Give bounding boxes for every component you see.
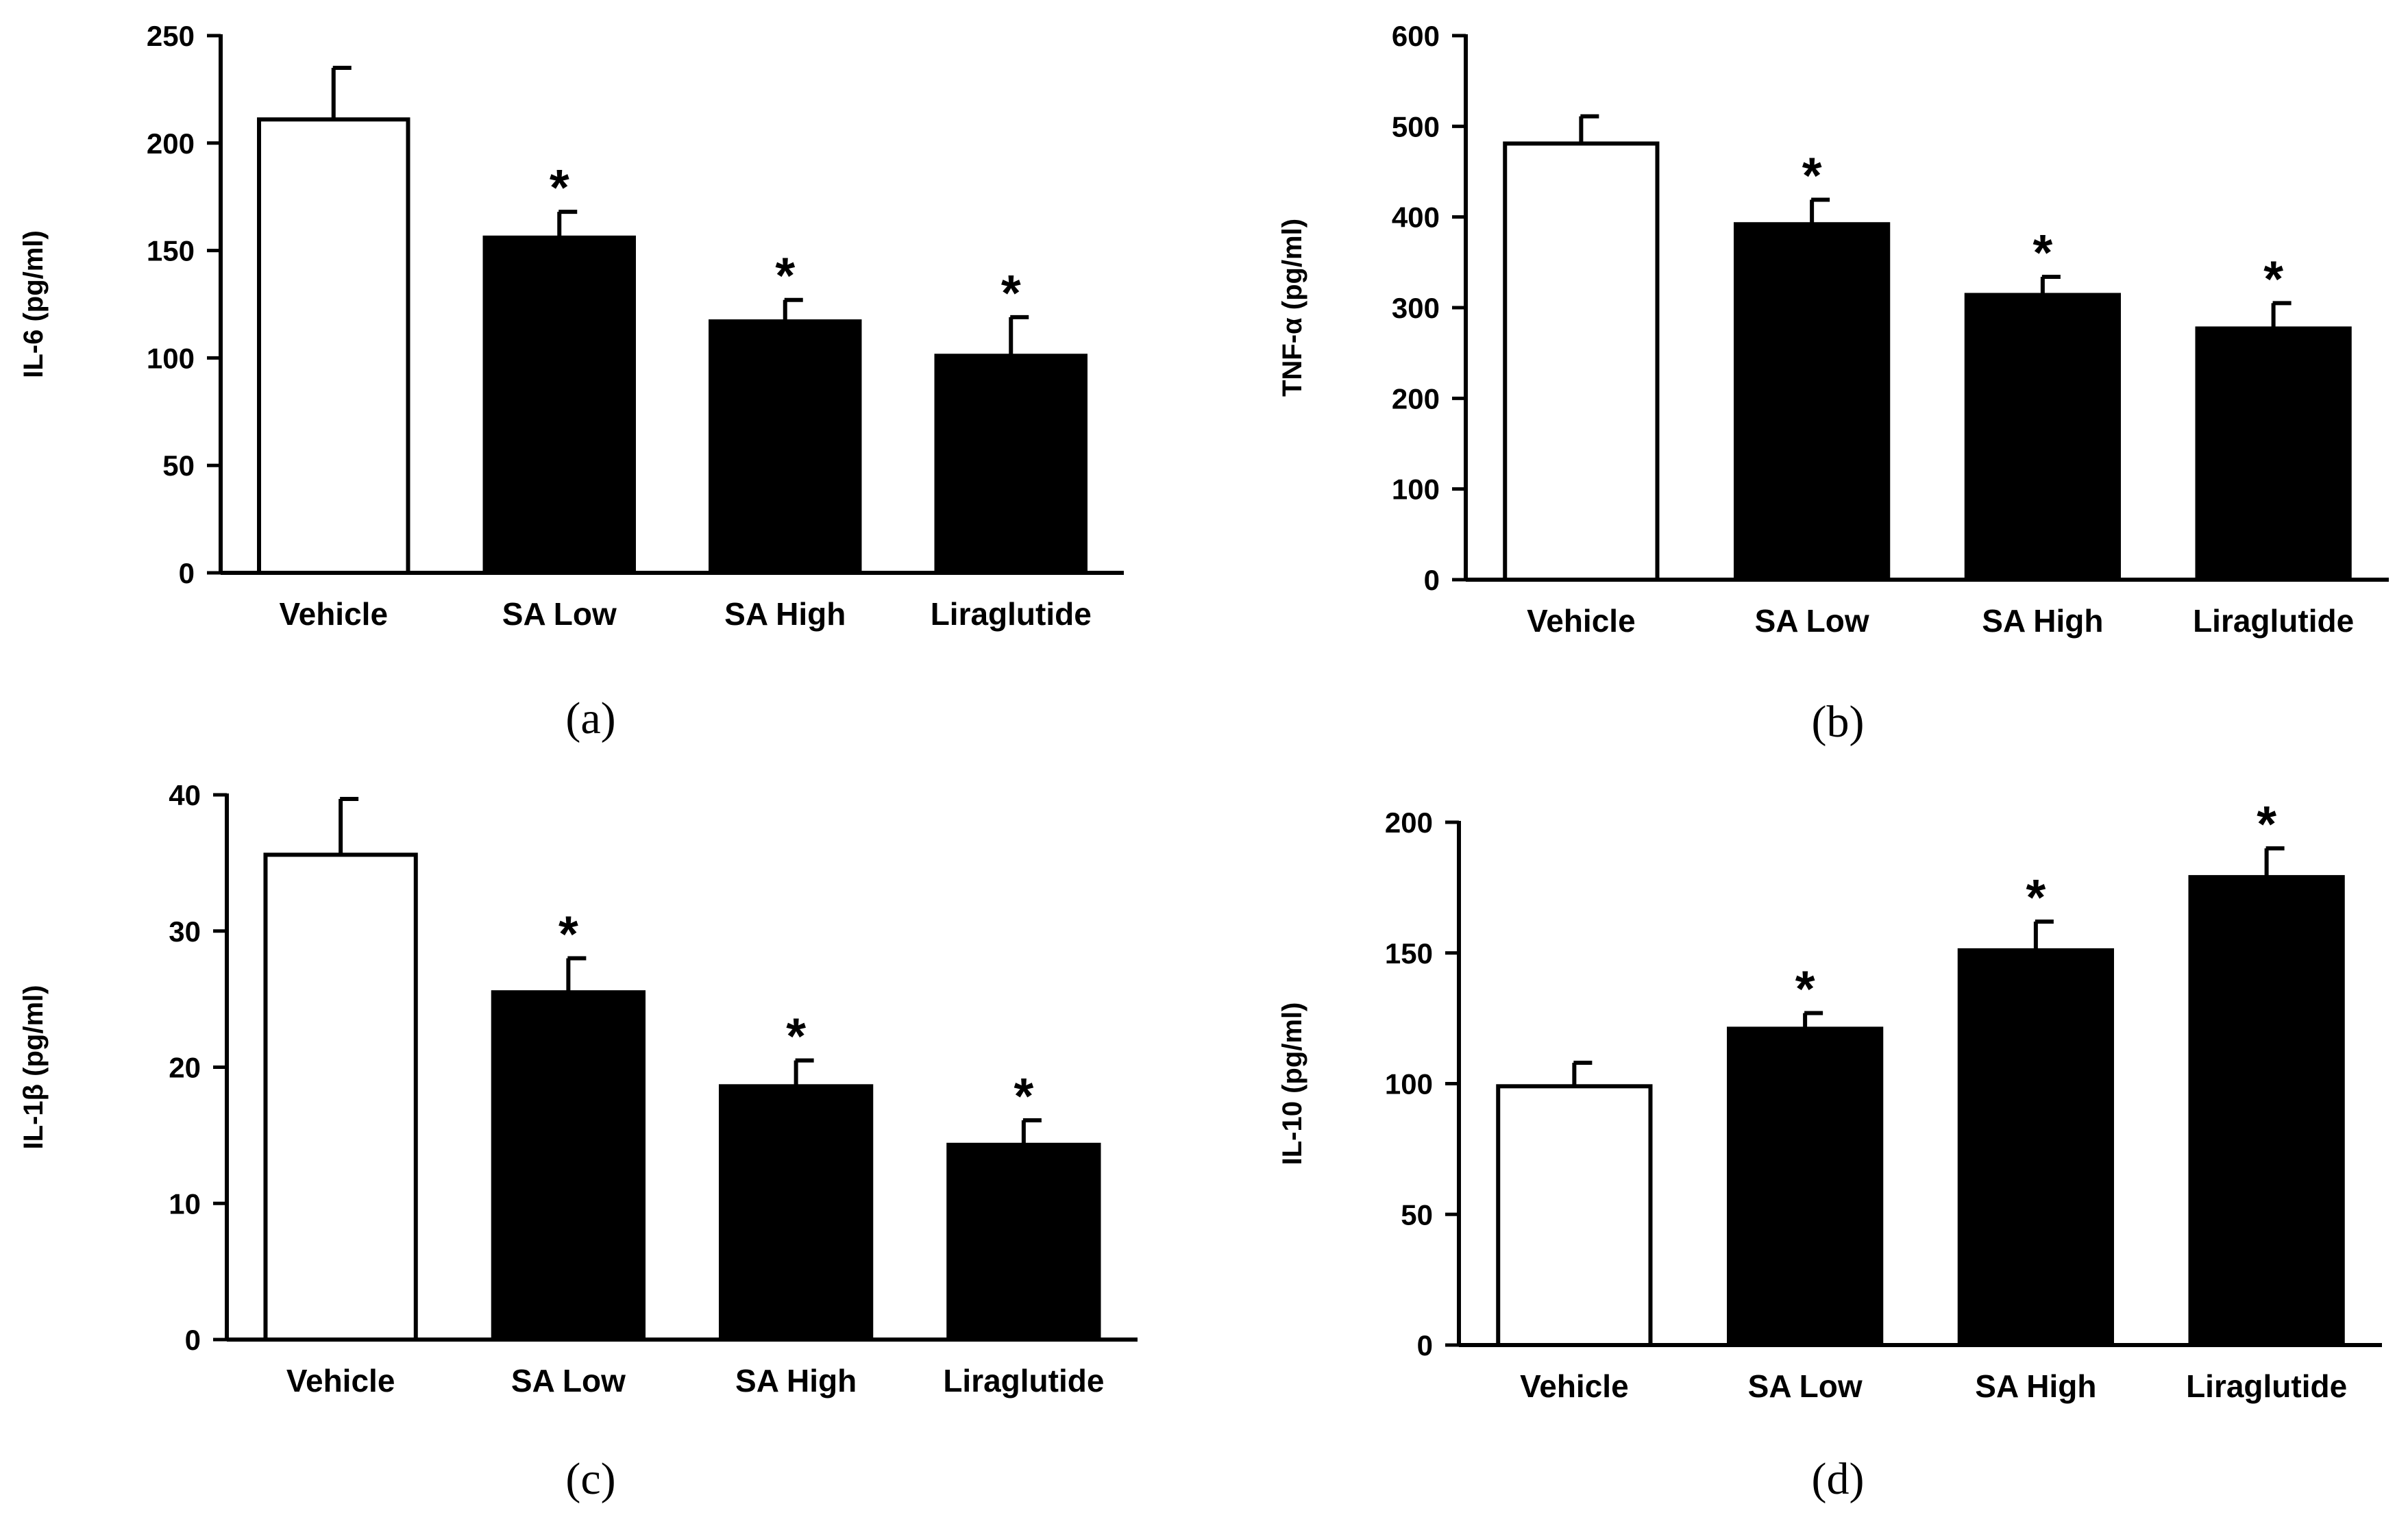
y-tick-label: 150	[1385, 937, 1433, 970]
y-tick-label: 200	[1385, 806, 1433, 839]
y-tick-label: 0	[1417, 1329, 1433, 1361]
y-tick-label: 600	[1392, 20, 1440, 52]
bar-sa-low	[1726, 1026, 1884, 1347]
y-tick-label: 500	[1392, 110, 1440, 143]
significance-marker: *	[1802, 147, 1822, 204]
y-tick-label: 100	[147, 342, 195, 374]
y-tick-label: 250	[147, 20, 195, 52]
bar-sa-low	[491, 990, 646, 1342]
y-tick-label: 40	[169, 779, 201, 811]
x-tick-label: SA High	[724, 596, 846, 632]
y-axis-label: IL-10 (pg/ml)	[1277, 1002, 1307, 1166]
x-tick-label: Liraglutide	[943, 1363, 1104, 1398]
panel-c: 0 10 20 30 40 IL-1β (pg/ml) Vehicle SA Low * SA H…	[19, 779, 1138, 1504]
y-tick-label: 200	[1392, 382, 1440, 415]
significance-marker: *	[550, 159, 569, 216]
y-axis-label: IL-6 (pg/ml)	[19, 230, 49, 378]
bar-sa-low	[482, 235, 636, 575]
x-tick-label: Liraglutide	[2186, 1368, 2347, 1404]
bar-liraglutide	[934, 354, 1088, 575]
panel-label: (d)	[1812, 1454, 1865, 1504]
x-tick-label: SA High	[1982, 603, 2103, 639]
bar-liraglutide	[2188, 875, 2345, 1347]
significance-marker: *	[2257, 796, 2276, 852]
significance-marker: *	[1013, 1068, 1033, 1124]
y-tick-label: 50	[1401, 1198, 1433, 1231]
y-tick-label: 150	[147, 235, 195, 267]
panel-label: (c)	[565, 1454, 615, 1504]
y-tick-label: 20	[169, 1052, 201, 1084]
bar-sa-high	[718, 1084, 874, 1342]
y-tick-label: 0	[1424, 564, 1440, 596]
bar-vehicle	[1496, 1084, 1653, 1347]
y-tick-label: 0	[179, 557, 195, 589]
bar-vehicle	[263, 852, 418, 1342]
panel-d: 0 50 100 150 200 IL-10 (pg/ml) Vehicle SA Low * S…	[1277, 796, 2382, 1504]
x-tick-label: SA High	[735, 1363, 857, 1398]
bar-liraglutide	[2195, 326, 2352, 582]
y-tick-label: 200	[147, 127, 195, 160]
significance-marker: *	[2032, 224, 2052, 281]
significance-marker: *	[775, 247, 795, 304]
significance-marker: *	[786, 1008, 806, 1065]
x-tick-label: Vehicle	[1520, 1368, 1629, 1404]
x-tick-label: Vehicle	[1527, 603, 1636, 639]
panel-b: 0 100 200 300 400 500 600 TNF-α (pg/ml) Vehicle S…	[1277, 20, 2389, 747]
y-axis-label: IL-1β (pg/ml)	[19, 985, 49, 1150]
bar-sa-high	[709, 319, 862, 575]
x-tick-label: Liraglutide	[2193, 603, 2354, 639]
y-tick-label: 50	[162, 449, 195, 482]
y-tick-label: 0	[185, 1324, 201, 1356]
significance-marker: *	[2263, 250, 2283, 307]
x-tick-label: Liraglutide	[931, 596, 1092, 632]
x-tick-label: SA Low	[502, 596, 617, 632]
y-tick-label: 30	[169, 915, 201, 948]
x-tick-label: SA Low	[511, 1363, 626, 1398]
y-tick-label: 100	[1385, 1068, 1433, 1100]
x-tick-label: Vehicle	[286, 1363, 395, 1398]
significance-marker: *	[2026, 869, 2045, 926]
significance-marker: *	[1795, 960, 1815, 1017]
x-tick-label: SA Low	[1755, 603, 1869, 639]
significance-marker: *	[1001, 264, 1021, 321]
significance-marker: *	[558, 906, 578, 963]
y-axis-label: TNF-α (pg/ml)	[1277, 219, 1307, 397]
x-tick-label: SA Low	[1748, 1368, 1863, 1404]
x-tick-label: Vehicle	[279, 596, 388, 632]
bar-sa-high	[1964, 293, 2122, 582]
bar-sa-high	[1957, 948, 2115, 1348]
bar-vehicle	[257, 117, 410, 575]
y-tick-label: 400	[1392, 201, 1440, 234]
bar-sa-low	[1733, 222, 1891, 582]
panel-label: (b)	[1812, 697, 1865, 747]
panel-label: (a)	[565, 693, 615, 743]
x-tick-label: SA High	[1975, 1368, 2096, 1404]
panel-a: 0 50 100 150 200 250 IL-6 (pg/ml) Vehicle SA Low…	[19, 20, 1124, 743]
y-tick-label: 300	[1392, 292, 1440, 324]
y-tick-label: 100	[1392, 473, 1440, 506]
bar-vehicle	[1503, 141, 1660, 582]
y-tick-label: 10	[169, 1187, 201, 1220]
bar-liraglutide	[946, 1142, 1101, 1342]
